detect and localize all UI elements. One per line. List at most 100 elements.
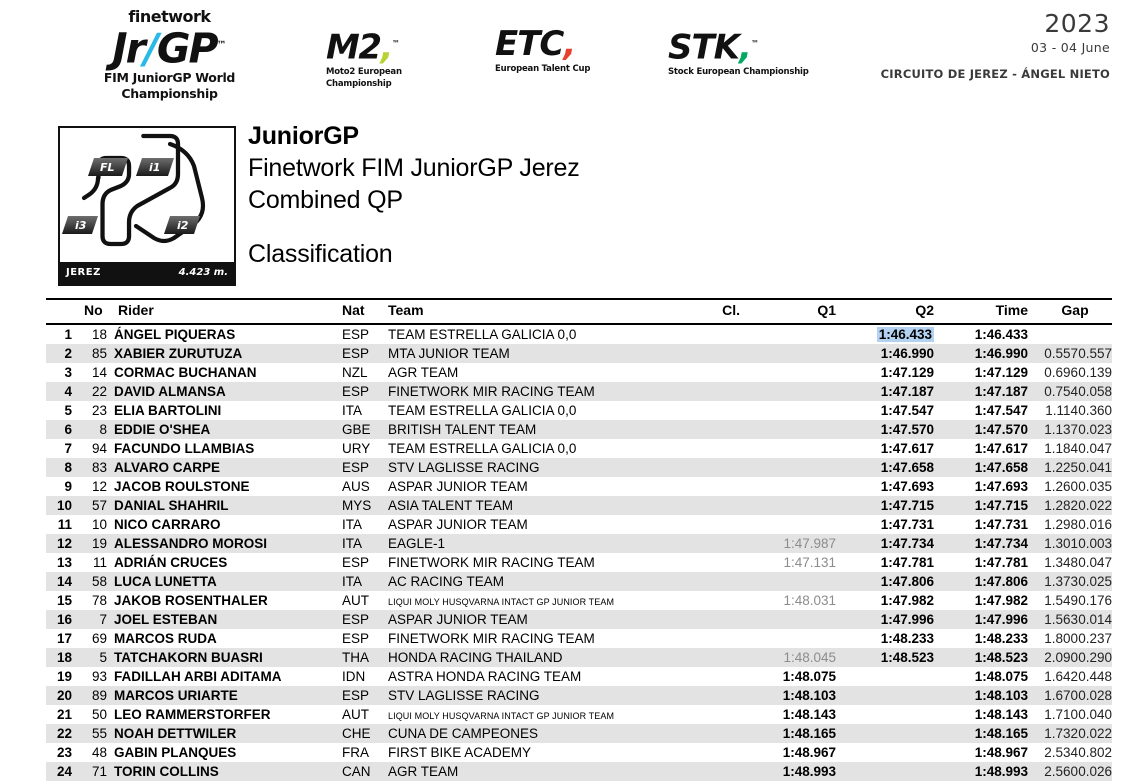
- col-header-rider[interactable]: Rider: [114, 298, 342, 325]
- table-row[interactable]: 2 85 XABIER ZURUTUZA ESP MTA JUNIOR TEAM 1:46…: [46, 344, 1113, 363]
- cell-position: 11: [57, 517, 72, 532]
- table-row[interactable]: 16 7 JOEL ESTEBAN ESP ASPAR JUNIOR TEAM 1:47.…: [46, 610, 1113, 629]
- cell-position: 8: [46, 458, 80, 477]
- cell-class: [678, 724, 748, 743]
- col-header-class[interactable]: Cl.: [678, 298, 748, 325]
- cell-number: 69: [91, 631, 107, 646]
- cell-class: [678, 705, 748, 724]
- cell-class: [678, 439, 748, 458]
- cell-position: 2: [46, 344, 80, 363]
- table-row[interactable]: 19 93 FADILLAH ARBI ADITAMA IDN ASTRA HONDA …: [46, 667, 1112, 686]
- cell-time: 1:47.658: [944, 458, 1038, 477]
- cell-gap-previous: [1078, 324, 1112, 344]
- cell-nat: ITA: [342, 572, 388, 591]
- table-row[interactable]: 3 14 CORMAC BUCHANAN NZL AGR TEAM 1:47.129 1:4…: [46, 363, 1112, 382]
- cell-gap-previous: 0.058: [1078, 382, 1113, 401]
- cell-q1: [748, 610, 846, 629]
- table-row[interactable]: 18 5 TATCHAKORN BUASRI THA HONDA RACING THAI…: [46, 648, 1113, 667]
- table-row[interactable]: 9 12 JACOB ROULSTONE AUS ASPAR JUNIOR TEAM 1:…: [46, 477, 1112, 496]
- cell-gap-previous: 0.237: [1078, 631, 1113, 646]
- cell-gap-previous: 0.360: [1078, 403, 1113, 418]
- table-row[interactable]: 6 8 EDDIE O'SHEA GBE BRITISH TALENT TEAM 1:47…: [46, 420, 1113, 439]
- cell-q1: 1:47.131: [783, 555, 836, 570]
- cell-gap-leader: 1.642: [1044, 669, 1078, 684]
- cell-nat: AUT: [342, 707, 369, 722]
- table-row[interactable]: 1 18 ÁNGEL PIQUERAS ESP TEAM ESTRELLA GALICI…: [46, 324, 1112, 344]
- col-header-number[interactable]: No: [80, 298, 114, 325]
- finetwork-wordmark: finetwork: [128, 7, 211, 26]
- table-row[interactable]: 17 69 MARCOS RUDA ESP FINETWORK MIR RACING T…: [46, 629, 1112, 648]
- cell-rider: ELIA BARTOLINI: [114, 403, 222, 418]
- cell-gap-leader: 1.301: [1038, 534, 1078, 553]
- table-row[interactable]: 21 50 LEO RAMMERSTORFER AUT LIQUI MOLY HUSQV…: [46, 705, 1112, 724]
- cell-time: 1:47.982: [974, 593, 1028, 608]
- cell-gap-previous: 0.026: [1078, 762, 1113, 781]
- col-header-time[interactable]: Time: [944, 298, 1038, 325]
- cell-class: [678, 458, 748, 477]
- cell-team: TEAM ESTRELLA GALICIA 0,0: [388, 403, 577, 418]
- table-row[interactable]: 20 89 MARCOS URIARTE ESP STV LAGLISSE RACING…: [46, 686, 1113, 705]
- cell-position: 20: [46, 686, 80, 705]
- table-row[interactable]: 11 10 NICO CARRARO ITA ASPAR JUNIOR TEAM 1:47…: [46, 515, 1112, 534]
- cell-position: 4: [46, 382, 80, 401]
- table-row[interactable]: 23 48 GABIN PLANQUES FRA FIRST BIKE ACADEMY 1…: [46, 743, 1112, 762]
- cell-rider: TORIN COLLINS: [114, 762, 342, 781]
- classification-table-wrap: No Rider Nat Team Cl. Q1 Q2 Time Gap 1 18…: [46, 298, 1113, 781]
- cell-team: MTA JUNIOR TEAM: [388, 344, 678, 363]
- table-row[interactable]: 8 83 ALVARO CARPE ESP STV LAGLISSE RACING 1:4…: [46, 458, 1113, 477]
- cell-class: [678, 344, 748, 363]
- jrgp-mark-jr: Jr: [112, 24, 146, 73]
- cell-time: 1:48.523: [944, 648, 1038, 667]
- table-row[interactable]: 14 58 LUCA LUNETTA ITA AC RACING TEAM 1:47.80…: [46, 572, 1113, 591]
- cell-position: 24: [46, 762, 80, 781]
- table-row[interactable]: 10 57 DANIAL SHAHRIL MYS ASIA TALENT TEAM 1:4…: [46, 496, 1113, 515]
- cell-gap-previous: 0.047: [1078, 441, 1113, 456]
- table-head: No Rider Nat Team Cl. Q1 Q2 Time Gap: [46, 298, 1113, 325]
- cell-gap-previous: 0.028: [1078, 686, 1113, 705]
- cell-rider: EDDIE O'SHEA: [114, 420, 342, 439]
- col-header-team[interactable]: Team: [388, 298, 678, 325]
- cell-gap-leader: 2.534: [1044, 745, 1078, 760]
- cell-nat: THA: [342, 648, 388, 667]
- table-row[interactable]: 5 23 ELIA BARTOLINI ITA TEAM ESTRELLA GALICI…: [46, 401, 1112, 420]
- col-header-position[interactable]: [46, 298, 80, 325]
- cell-rider: CORMAC BUCHANAN: [114, 365, 257, 380]
- col-header-q1[interactable]: Q1: [748, 298, 846, 325]
- table-row[interactable]: 4 22 DAVID ALMANSA ESP FINETWORK MIR RACING …: [46, 382, 1113, 401]
- cell-team: BRITISH TALENT TEAM: [388, 420, 678, 439]
- cell-team: ASTRA HONDA RACING TEAM: [388, 669, 582, 684]
- cell-rider: JACOB ROULSTONE: [114, 479, 250, 494]
- stk-mark: STK,™: [668, 27, 828, 64]
- cell-time: 1:46.990: [944, 344, 1038, 363]
- cell-q2: 1:47.715: [846, 496, 944, 515]
- cell-q2: 1:47.982: [880, 593, 934, 608]
- cell-nat: ESP: [342, 631, 370, 646]
- cell-position: 22: [46, 724, 80, 743]
- cell-q1: 1:48.031: [783, 593, 836, 608]
- cell-gap-leader: 1.282: [1038, 496, 1078, 515]
- table-row[interactable]: 13 11 ADRIÁN CRUCES ESP FINETWORK MIR RACING…: [46, 553, 1112, 572]
- cell-q2: [846, 724, 944, 743]
- table-row[interactable]: 15 78 JAKOB ROSENTHALER AUT LIQUI MOLY HUSQV…: [46, 591, 1112, 610]
- table-row[interactable]: 12 19 ALESSANDRO MOROSI ITA EAGLE-1 1:47.987 1…: [46, 534, 1113, 553]
- cell-rider: NOAH DETTWILER: [114, 724, 342, 743]
- table-row[interactable]: 7 94 FACUNDO LLAMBIAS URY TEAM ESTRELLA GALI…: [46, 439, 1112, 458]
- etc-subtitle: European Talent Cup: [495, 64, 591, 74]
- cell-class: [678, 553, 748, 572]
- cell-rider: FACUNDO LLAMBIAS: [114, 441, 255, 456]
- table-row[interactable]: 22 55 NOAH DETTWILER CHE CUNA DE CAMPEONES 1:…: [46, 724, 1113, 743]
- cell-class: [678, 762, 748, 781]
- cell-gap-previous: 0.023: [1078, 420, 1113, 439]
- table-row[interactable]: 24 71 TORIN COLLINS CAN AGR TEAM 1:48.993 1:48…: [46, 762, 1113, 781]
- cell-gap-leader: 1.732: [1038, 724, 1078, 743]
- col-header-gap[interactable]: Gap: [1038, 298, 1113, 325]
- cell-nat: FRA: [342, 745, 369, 760]
- col-header-nat[interactable]: Nat: [342, 298, 388, 325]
- event-name: Finetwork FIM JuniorGP Jerez: [248, 154, 580, 182]
- col-header-q2[interactable]: Q2: [846, 298, 944, 325]
- cell-q1: 1:48.143: [782, 707, 836, 722]
- cell-gap-leader: 1.800: [1044, 631, 1078, 646]
- cell-team: AGR TEAM: [388, 762, 678, 781]
- cell-gap-previous: 0.040: [1078, 707, 1113, 722]
- cell-team: HONDA RACING THAILAND: [388, 648, 678, 667]
